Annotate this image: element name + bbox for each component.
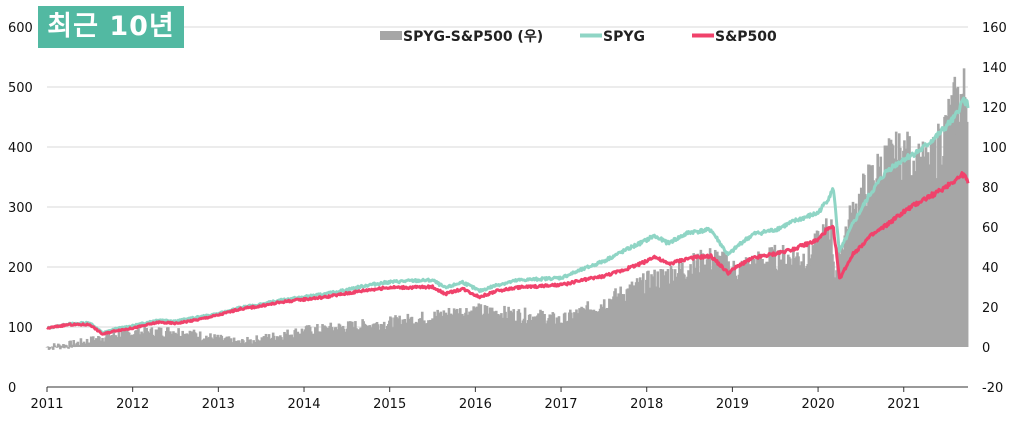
x-tick-label: 2014 bbox=[287, 397, 320, 412]
left-tick-label: 0 bbox=[8, 381, 16, 396]
spread-bar bbox=[59, 347, 62, 350]
legend-label: SPYG-S&P500 (우) bbox=[403, 29, 543, 45]
right-tick-label: -20 bbox=[982, 381, 1003, 396]
spread-bar bbox=[76, 341, 80, 347]
spread-bars bbox=[45, 68, 969, 350]
x-tick-label: 2011 bbox=[30, 397, 63, 412]
spread-bar bbox=[87, 342, 91, 347]
right-tick-label: 140 bbox=[982, 61, 1007, 76]
spread-bar bbox=[247, 339, 250, 347]
spread-bar bbox=[60, 345, 63, 347]
spread-bar bbox=[253, 342, 256, 347]
spread-bar bbox=[61, 347, 64, 348]
spread-bar bbox=[65, 345, 68, 347]
right-tick-label: 60 bbox=[982, 221, 999, 236]
x-axis-ticks: 2011 2012 2013 2014 2015 2016 2017 2018 2019 2020… bbox=[30, 387, 920, 412]
left-tick-label: 600 bbox=[8, 21, 33, 36]
x-tick-label: 2018 bbox=[630, 397, 663, 412]
spread-bar bbox=[294, 328, 298, 347]
spread-bar bbox=[55, 347, 59, 348]
spread-bar bbox=[249, 339, 252, 347]
right-tick-label: 80 bbox=[982, 181, 999, 196]
x-tick-label: 2012 bbox=[116, 397, 149, 412]
x-tick-label: 2013 bbox=[202, 397, 235, 412]
period-badge: 최근 10년 bbox=[38, 6, 184, 48]
spread-bar bbox=[53, 345, 57, 347]
legend-label: SPYG bbox=[603, 29, 645, 45]
spread-bar bbox=[256, 339, 260, 347]
spread-bar bbox=[965, 121, 969, 347]
x-tick-label: 2017 bbox=[544, 397, 577, 412]
spread-bar bbox=[52, 343, 56, 347]
right-tick-label: 20 bbox=[982, 301, 999, 316]
legend-swatch bbox=[380, 31, 402, 40]
spread-bar bbox=[70, 347, 73, 348]
spread-bar bbox=[72, 340, 76, 347]
spread-bar bbox=[79, 338, 83, 347]
legend: SPYG-S&P500 (우) SPYG S&P500 bbox=[380, 29, 777, 45]
x-tick-label: 2016 bbox=[459, 397, 492, 412]
spread-bar bbox=[49, 347, 53, 348]
right-tick-label: 160 bbox=[982, 21, 1007, 36]
series-lines bbox=[46, 96, 970, 336]
spread-bar bbox=[58, 344, 61, 347]
right-tick-label: 100 bbox=[982, 141, 1007, 156]
x-tick-label: 2020 bbox=[802, 397, 835, 412]
right-tick-label: 40 bbox=[982, 261, 999, 276]
spread-bar bbox=[51, 347, 55, 350]
x-tick-label: 2015 bbox=[373, 397, 406, 412]
spread-bar bbox=[50, 346, 54, 347]
right-tick-label: 0 bbox=[982, 341, 990, 356]
left-tick-label: 300 bbox=[8, 201, 33, 216]
spread-bar bbox=[198, 331, 202, 347]
right-tick-label: 120 bbox=[982, 101, 1007, 116]
spread-bar bbox=[286, 329, 289, 347]
x-tick-label: 2021 bbox=[887, 397, 920, 412]
spread-bar bbox=[69, 340, 72, 347]
legend-label: S&P500 bbox=[715, 29, 777, 45]
spread-bar bbox=[67, 347, 70, 349]
spread-bar bbox=[46, 346, 50, 347]
spread-bar bbox=[137, 327, 140, 347]
spread-bar bbox=[230, 342, 234, 347]
left-tick-label: 500 bbox=[8, 81, 33, 96]
spread-bar bbox=[63, 347, 66, 349]
spread-bar bbox=[45, 347, 49, 348]
spread-bar bbox=[48, 347, 52, 349]
left-axis-ticks: 0 100 200 300 400 500 600 bbox=[8, 21, 33, 396]
spread-bar bbox=[267, 334, 271, 347]
spread-bar bbox=[242, 340, 245, 347]
right-axis-ticks: -20 0 20 40 60 80 100 120 140 160 bbox=[982, 21, 1007, 396]
left-tick-label: 400 bbox=[8, 141, 33, 156]
spread-bar bbox=[89, 336, 93, 347]
left-tick-label: 200 bbox=[8, 261, 33, 276]
spread-bar bbox=[62, 344, 65, 347]
x-tick-label: 2019 bbox=[716, 397, 749, 412]
series-line-s-p500 bbox=[46, 171, 970, 336]
left-tick-label: 100 bbox=[8, 321, 33, 336]
